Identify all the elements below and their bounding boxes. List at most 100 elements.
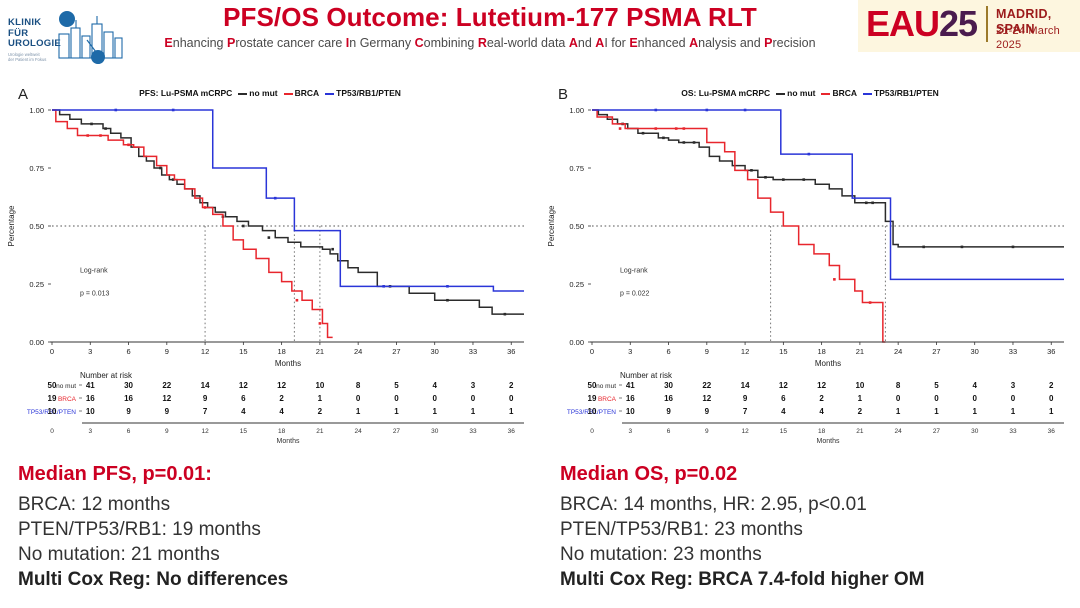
risk-x-tick-label: 12 — [201, 428, 209, 435]
legend-swatch-icon — [325, 92, 335, 95]
risk-cell: 12 — [779, 381, 788, 390]
censor-mark — [114, 108, 118, 112]
risk-cell: 41 — [626, 381, 635, 390]
risk-x-tick-label: 30 — [431, 428, 439, 435]
risk-x-tick-label: 6 — [127, 428, 131, 435]
risk-cell: 12 — [277, 381, 286, 390]
x-tick-label: 0 — [50, 347, 54, 356]
kaplan-meier-chart-pfs: 0.00 0.25 0.50 0.75 1.00 Percentage 0 3 6 9 12 15 18… — [0, 96, 540, 465]
legend-item-brca: BRCA — [821, 88, 857, 98]
x-tick-label: 9 — [165, 347, 169, 356]
x-tick-label: 3 — [88, 347, 92, 356]
subtitle-cap-1: P — [226, 36, 236, 50]
censor-mark — [127, 143, 130, 147]
subtitle-text-7: nhanced — [637, 36, 690, 50]
censor-mark — [171, 108, 175, 112]
x-tick-label: 30 — [971, 347, 979, 356]
title-block: PFS/OS Outcome: Lutetium-177 PSMA RLT En… — [130, 2, 850, 51]
risk-cell: 16 — [86, 394, 95, 403]
conclusion-pfs-line-1: BRCA: 12 months — [18, 494, 171, 515]
subtitle-text-9: recision — [772, 36, 816, 50]
subtitle-cap-8: A — [689, 36, 699, 50]
congress-dates: 21-24 March 2025 — [996, 25, 1060, 51]
panel-letter-a: A — [18, 86, 29, 103]
risk-cell: 1 — [432, 407, 437, 416]
risk-cell: 9 — [743, 394, 748, 403]
x-tick-label: 0 — [590, 347, 594, 356]
censor-mark — [242, 224, 245, 228]
subtitle-cap-9: P — [764, 36, 773, 50]
x-tick-label: 15 — [779, 347, 787, 356]
x-tick-label: 12 — [741, 347, 749, 356]
risk-cell: 3 — [1011, 381, 1016, 390]
legend-swatch-icon — [776, 92, 786, 95]
censor-mark — [331, 247, 334, 251]
risk-cell: 1 — [509, 407, 514, 416]
risk-cell: 1 — [896, 407, 901, 416]
conclusion-pfs-heading: Median PFS, p=0.01: — [18, 463, 212, 485]
risk-x-axis-label: Months — [817, 438, 840, 445]
institution-logo-text: KLINIK FÜR UROLOGIE — [8, 17, 62, 50]
censor-mark — [864, 201, 868, 205]
logo-sub-1: Urologie weltweit — [8, 52, 40, 57]
subtitle-text-1: rostate cancer care — [235, 36, 346, 50]
risk-cell: 10 — [48, 407, 57, 416]
censor-mark — [267, 236, 271, 239]
censor-mark — [750, 169, 753, 172]
censor-mark — [868, 301, 872, 304]
legend-swatch-icon — [283, 92, 293, 95]
y-tick-label: 0.25 — [29, 280, 44, 289]
y-tick-label: 1.00 — [29, 106, 44, 115]
risk-cell: 6 — [241, 394, 246, 403]
x-axis-label: Months — [815, 359, 841, 368]
risk-cell: 1 — [1011, 407, 1016, 416]
logo-line-3: UROLOGIE — [8, 38, 62, 49]
conclusion-pfs: Median PFS, p=0.01: BRCA: 12 months PTEN… — [18, 462, 538, 592]
censor-mark — [273, 196, 277, 200]
censor-mark — [90, 122, 93, 126]
risk-cell: 0 — [509, 394, 514, 403]
risk-cell: 10 — [588, 407, 597, 416]
km-curve-tp53-rb1-pten — [592, 109, 1064, 281]
risk-cell: 10 — [626, 407, 635, 416]
congress-divider — [986, 6, 988, 42]
legend-item-tp53-rb1-pten: TP53/RB1/PTEN — [863, 88, 939, 98]
risk-cell: 7 — [743, 407, 748, 416]
censor-mark — [674, 127, 678, 130]
risk-x-tick-label: 6 — [667, 428, 671, 435]
x-tick-label: 9 — [705, 347, 709, 356]
risk-x-tick-label: 24 — [895, 428, 903, 435]
censor-mark — [171, 178, 175, 181]
censor-mark — [159, 166, 162, 170]
risk-x-tick-label: 18 — [818, 428, 826, 435]
censor-mark — [382, 285, 385, 288]
censor-mark — [203, 206, 207, 209]
risk-cell: 14 — [201, 381, 210, 390]
subtitle-cap-0: E — [164, 36, 173, 50]
censor-mark — [922, 245, 925, 249]
risk-cell: 2 — [858, 407, 863, 416]
risk-cell: 8 — [356, 381, 361, 390]
risk-cell: 1 — [858, 394, 863, 403]
risk-cell: 1 — [471, 407, 476, 416]
km-curve-no-mut — [52, 109, 524, 315]
risk-cell: 3 — [471, 381, 476, 390]
km-curve-brca — [52, 109, 333, 339]
risk-cell: 0 — [896, 394, 901, 403]
x-tick-label: 24 — [894, 347, 902, 356]
risk-cell: 10 — [86, 407, 95, 416]
risk-x-tick-label: 27 — [393, 428, 401, 435]
risk-cell: 12 — [702, 394, 711, 403]
censor-mark — [1011, 245, 1015, 249]
legend-swatch-icon — [863, 92, 873, 95]
conclusion-os-line-3: No mutation: 23 months — [560, 544, 762, 565]
risk-cell: 5 — [934, 381, 939, 390]
x-tick-label: 27 — [932, 347, 940, 356]
x-tick-label: 24 — [354, 347, 362, 356]
subtitle-text-4: eal-world data — [486, 36, 569, 50]
risk-cell: 16 — [626, 394, 635, 403]
risk-cell: 4 — [432, 381, 437, 390]
subtitle-text-5: nd — [577, 36, 596, 50]
censor-mark — [654, 127, 658, 130]
km-curve-brca — [592, 109, 886, 343]
